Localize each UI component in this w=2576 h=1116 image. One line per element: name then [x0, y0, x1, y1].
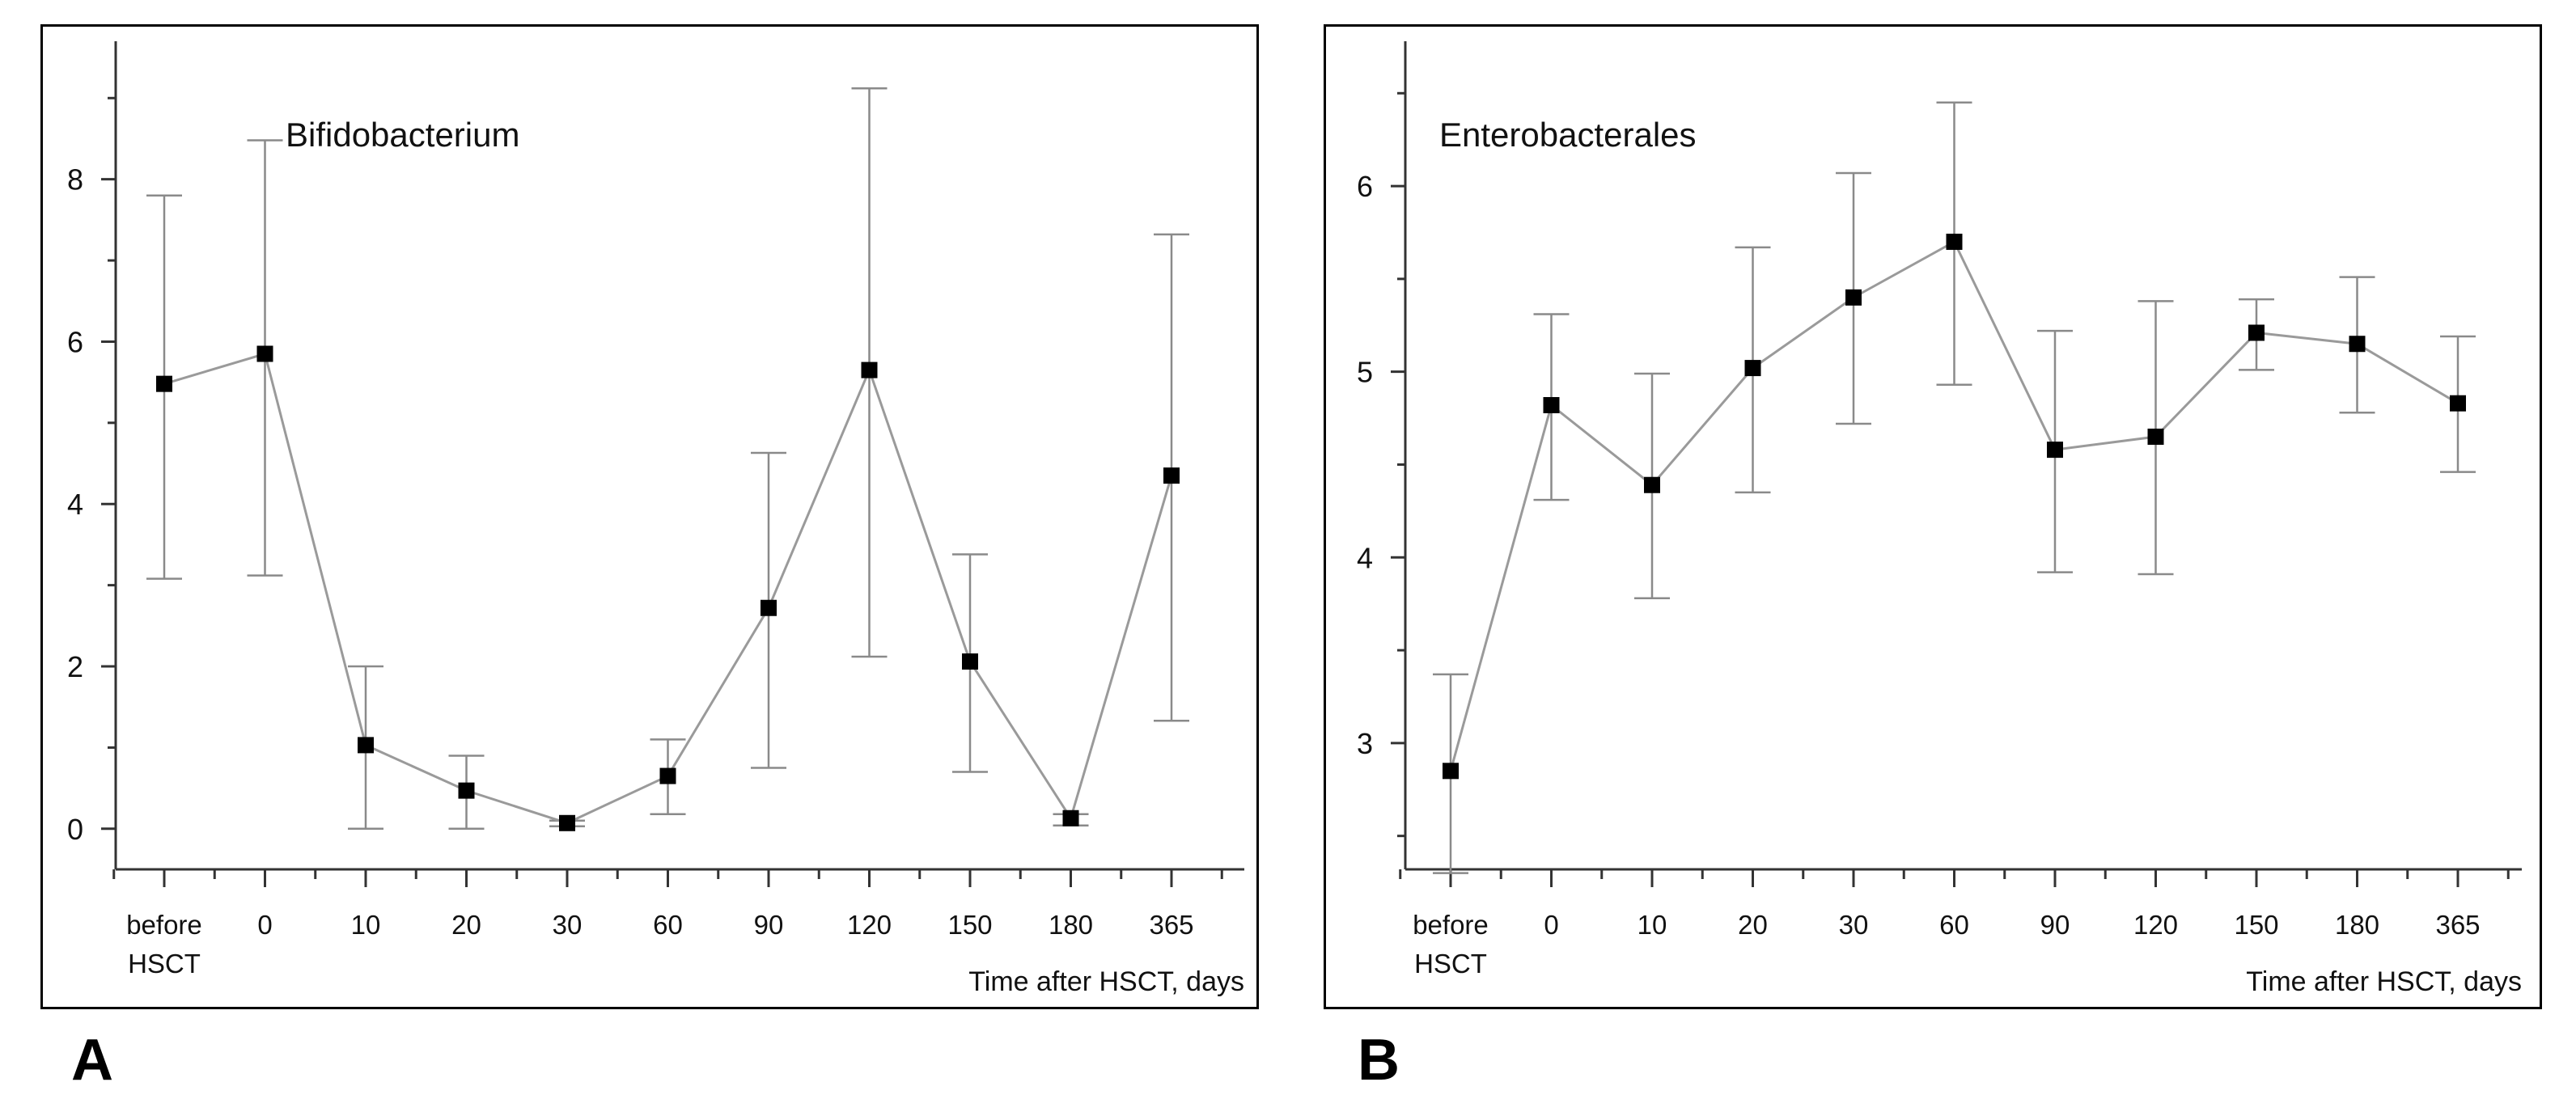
x-tick-label: 365 [1149, 910, 1193, 940]
data-point [1744, 360, 1761, 377]
x-tick-label: 20 [1738, 910, 1768, 940]
x-tick-label: 30 [553, 910, 583, 940]
x-tick-label: 10 [1638, 910, 1667, 940]
x-tick-label: 180 [1049, 910, 1093, 940]
data-point [1845, 289, 1862, 306]
x-tick-label: 90 [2040, 910, 2070, 940]
data-point [1443, 763, 1459, 780]
data-point [2047, 442, 2063, 459]
data-point [358, 737, 374, 754]
y-tick-label: 5 [1357, 356, 1373, 389]
y-tick-label: 4 [1357, 541, 1373, 574]
data-point [1163, 467, 1180, 484]
data-point [2349, 336, 2366, 353]
y-tick-label: 0 [67, 813, 83, 846]
x-tick-label: 120 [2133, 910, 2178, 940]
y-tick-label: 4 [67, 488, 83, 521]
chart-panel-a: 0 2 4 6 8 before HSCT 0 10 20 30 60 90 120 150 180 365 Ti… [40, 24, 1259, 1009]
data-point [1946, 233, 1963, 250]
x-tick-label: 365 [2435, 910, 2480, 940]
data-point [2450, 395, 2466, 412]
x-tick-label: before HSCT [1413, 910, 1489, 979]
x-tick-label: 60 [1939, 910, 1969, 940]
data-point [2248, 324, 2265, 341]
x-tick-label: 90 [754, 910, 784, 940]
y-tick-label: 6 [67, 325, 83, 358]
data-point [1062, 810, 1079, 826]
data-point [2147, 429, 2164, 446]
panel-label-a: A [71, 1028, 113, 1093]
data-point [458, 782, 475, 799]
x-tick-label: 10 [351, 910, 381, 940]
data-point [861, 361, 878, 378]
x-tick-label: 0 [257, 910, 272, 940]
x-tick-label: 0 [1544, 910, 1558, 940]
x-axis-label: Time after HSCT, days [968, 966, 1244, 997]
y-tick-label: 6 [1357, 170, 1373, 203]
data-point [1543, 397, 1560, 414]
x-tick-label: 180 [2335, 910, 2379, 940]
x-tick-label: before HSCT [126, 910, 202, 979]
x-tick-label: 60 [653, 910, 683, 940]
x-tick-label: 30 [1839, 910, 1869, 940]
y-tick-label: 8 [67, 163, 83, 197]
data-point [559, 814, 575, 831]
y-tick-label: 2 [67, 650, 83, 683]
x-tick-label: 150 [2234, 910, 2278, 940]
y-tick-label: 3 [1357, 727, 1373, 760]
bifidobacterium-chart: 0 2 4 6 8 before HSCT 0 10 20 30 60 90 120 150 180 365 Ti… [67, 41, 1244, 997]
enterobacterales-chart: 3 4 5 6 before HSCT 0 10 20 30 60 90 120 150 180 365 Tim… [1357, 41, 2522, 997]
chart-title: Enterobacterales [1439, 116, 1697, 154]
chart-panel-b: 3 4 5 6 before HSCT 0 10 20 30 60 90 120 150 180 365 Tim… [1324, 24, 2542, 1009]
x-tick-label: 120 [847, 910, 892, 940]
data-point [962, 653, 978, 670]
panel-label-b: B [1358, 1028, 1400, 1093]
data-point [761, 599, 777, 616]
data-point [156, 375, 172, 392]
x-tick-label: 150 [947, 910, 992, 940]
chart-title: Bifidobacterium [286, 116, 519, 154]
data-point [659, 767, 676, 784]
data-point [1644, 476, 1660, 493]
x-axis-label: Time after HSCT, days [2246, 966, 2522, 997]
x-tick-label: 20 [451, 910, 481, 940]
data-point [256, 345, 273, 362]
